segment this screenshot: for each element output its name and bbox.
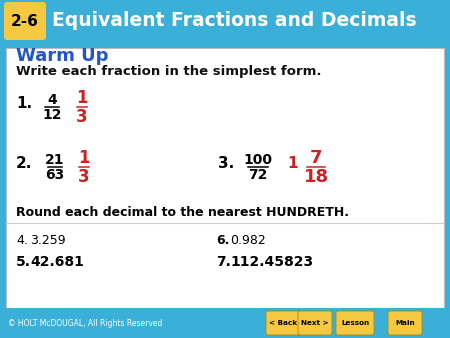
Text: 3.259: 3.259 [30, 234, 66, 246]
FancyBboxPatch shape [298, 311, 332, 335]
Text: Lesson: Lesson [341, 320, 369, 326]
Text: 0.982: 0.982 [230, 234, 266, 246]
Text: 4: 4 [47, 93, 57, 107]
Text: 112.45823: 112.45823 [230, 255, 313, 269]
Text: © HOLT McDOUGAL, All Rights Reserved: © HOLT McDOUGAL, All Rights Reserved [8, 318, 162, 328]
Text: 2.: 2. [16, 156, 32, 171]
Text: 5.: 5. [16, 255, 31, 269]
Text: 7: 7 [310, 149, 322, 167]
Text: 100: 100 [243, 153, 273, 167]
Text: Write each fraction in the simplest form.: Write each fraction in the simplest form… [16, 66, 321, 78]
FancyBboxPatch shape [0, 308, 450, 338]
Text: 6.: 6. [216, 234, 230, 246]
FancyBboxPatch shape [4, 2, 46, 40]
Text: Main: Main [395, 320, 415, 326]
Text: 1.: 1. [16, 97, 32, 112]
FancyBboxPatch shape [388, 311, 422, 335]
Text: 42.681: 42.681 [30, 255, 84, 269]
Text: Warm Up: Warm Up [16, 47, 108, 65]
Text: 7.: 7. [216, 255, 231, 269]
Text: 2-6: 2-6 [11, 14, 39, 28]
Text: Round each decimal to the nearest HUNDRETH.: Round each decimal to the nearest HUNDRE… [16, 206, 349, 218]
Text: 1: 1 [76, 89, 88, 107]
Text: Next >: Next > [301, 320, 329, 326]
Text: 3: 3 [78, 168, 90, 186]
Text: 72: 72 [248, 168, 268, 182]
Text: 12: 12 [42, 108, 62, 122]
Text: 1: 1 [78, 149, 90, 167]
FancyBboxPatch shape [6, 48, 444, 308]
Text: < Back: < Back [269, 320, 297, 326]
Text: 21: 21 [45, 153, 65, 167]
Text: 1: 1 [287, 156, 297, 171]
Text: 4.: 4. [16, 234, 28, 246]
FancyBboxPatch shape [336, 311, 374, 335]
FancyBboxPatch shape [266, 311, 300, 335]
Text: 63: 63 [45, 168, 65, 182]
Text: 18: 18 [303, 168, 328, 186]
Text: 3.: 3. [218, 156, 234, 171]
Text: 3: 3 [76, 108, 88, 126]
FancyBboxPatch shape [0, 0, 450, 42]
Text: Equivalent Fractions and Decimals: Equivalent Fractions and Decimals [52, 11, 417, 30]
